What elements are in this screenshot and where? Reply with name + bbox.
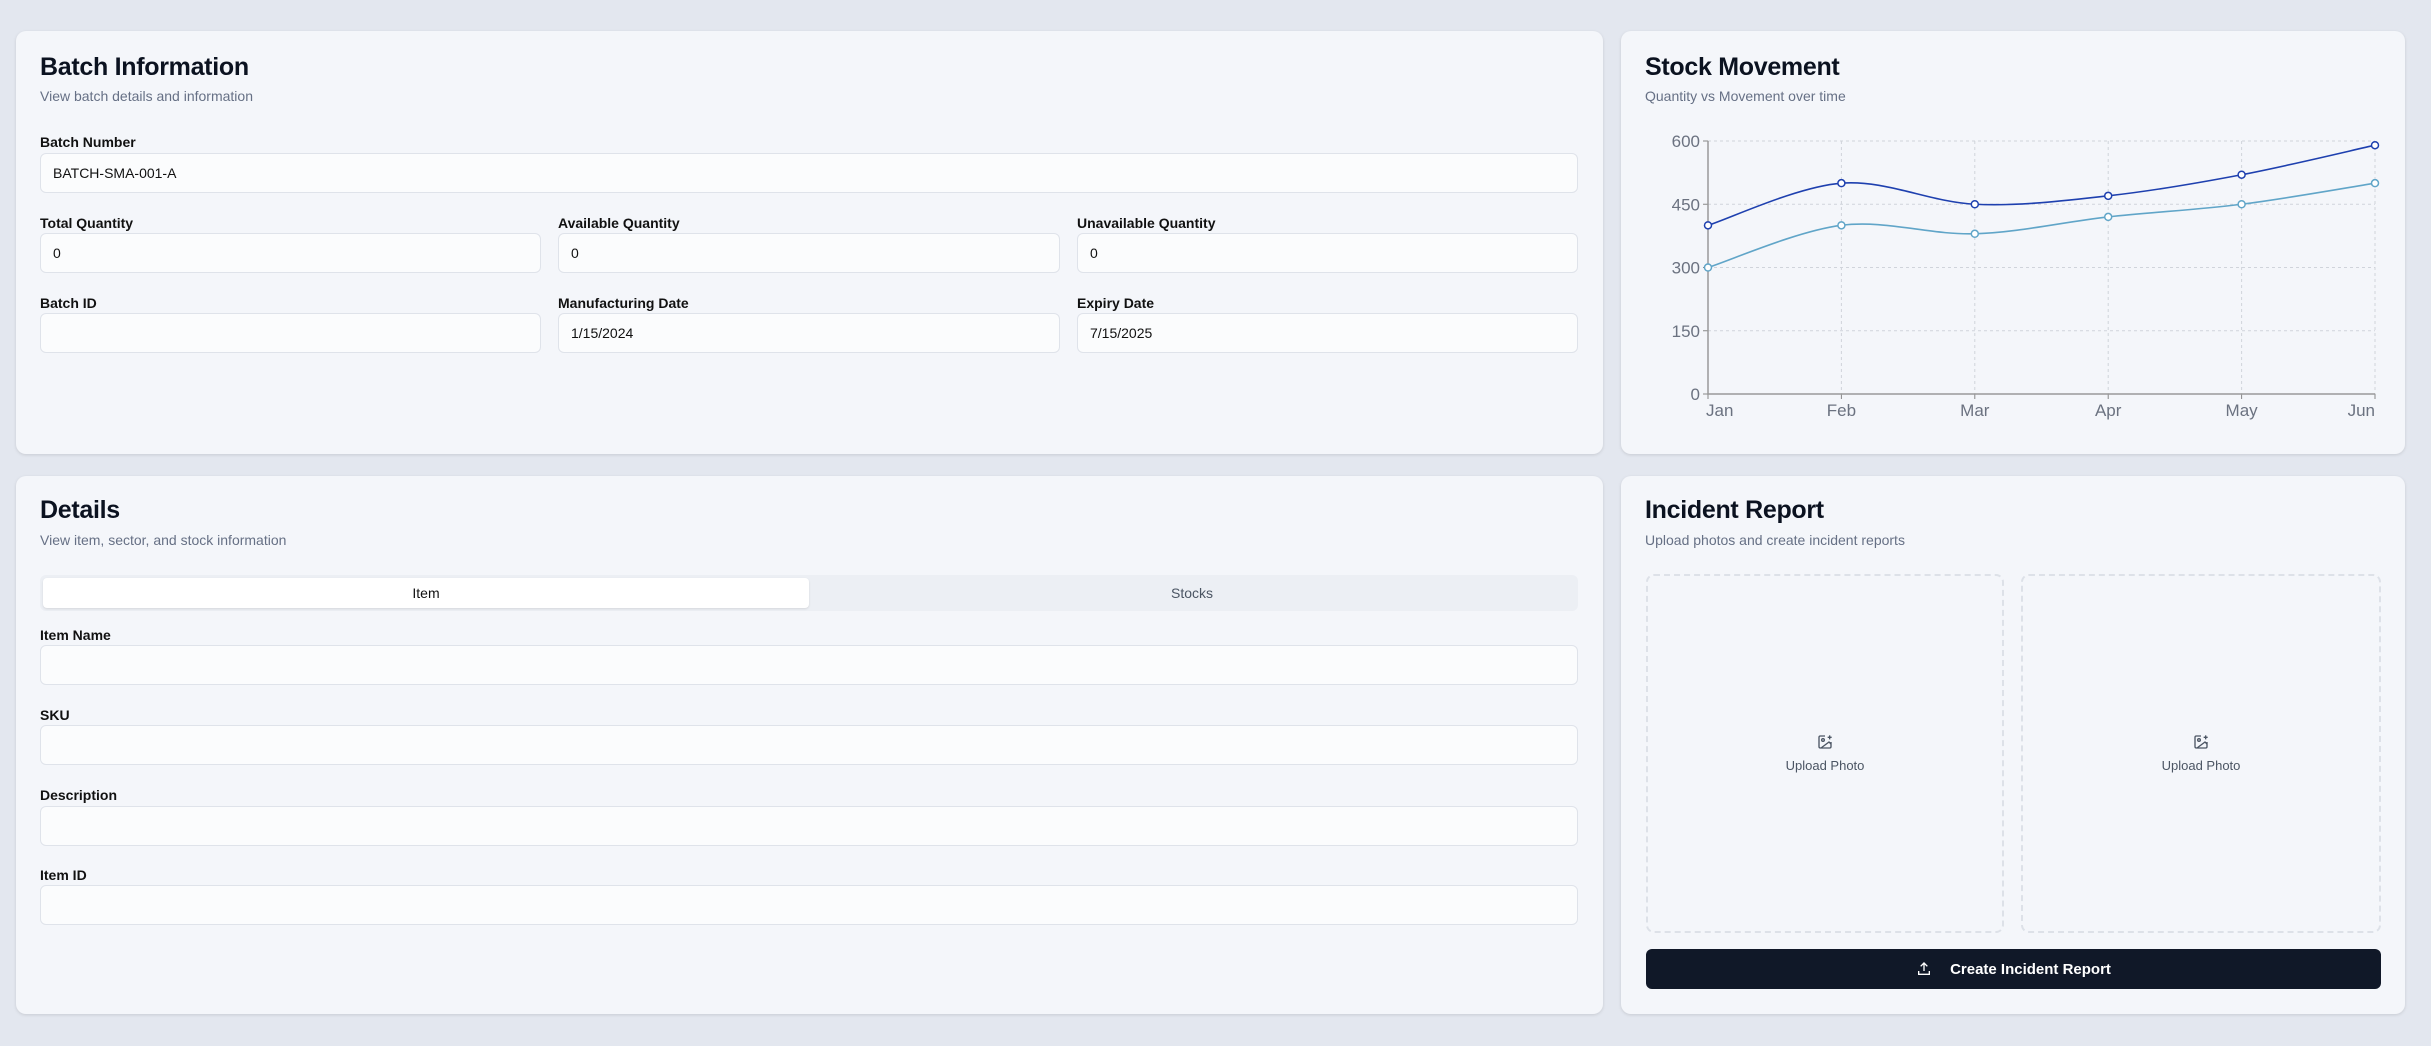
- y-tick-label: 0: [1691, 385, 1700, 404]
- field-label: Description: [40, 787, 118, 803]
- y-tick-label: 450: [1672, 195, 1700, 214]
- data-point: [1837, 178, 1846, 188]
- upload-icon: [1918, 962, 1931, 975]
- card-title: Batch Information: [40, 53, 249, 81]
- card-subtitle: Quantity vs Movement over time: [1645, 88, 1846, 104]
- series-line-0: [1707, 144, 2376, 227]
- image-plus-icon: [1818, 735, 1832, 749]
- available-quantity-input[interactable]: 0: [558, 233, 1060, 273]
- data-point: [1837, 221, 1846, 230]
- field-label: Total Quantity: [40, 215, 134, 231]
- batch-id-input[interactable]: [40, 313, 541, 353]
- card-subtitle: View batch details and information: [40, 88, 253, 104]
- expiry-date-input[interactable]: 7/15/2025: [1077, 313, 1578, 353]
- unavailable-quantity-input[interactable]: 0: [1077, 233, 1578, 273]
- field-label: Unavailable Quantity: [1077, 215, 1216, 231]
- sku-input[interactable]: [40, 725, 1578, 765]
- x-tick-label: Jun: [2348, 401, 2375, 420]
- details-tabs: Item Stocks: [40, 575, 1578, 611]
- field-label: SKU: [40, 707, 70, 723]
- description-input[interactable]: [40, 806, 1578, 846]
- x-tick-label: Feb: [1827, 401, 1856, 420]
- field-label: Available Quantity: [558, 215, 680, 231]
- card-title: Details: [40, 496, 120, 524]
- upload-photo-dropzone[interactable]: Upload Photo: [1646, 574, 2004, 933]
- data-point: [1970, 200, 1980, 209]
- series-line-1: [1707, 182, 2376, 269]
- field-label: Batch ID: [40, 295, 97, 311]
- field-label: Manufacturing Date: [558, 295, 689, 311]
- data-point: [2370, 140, 2380, 150]
- card-subtitle: View item, sector, and stock information: [40, 532, 287, 548]
- y-tick-label: 150: [1672, 322, 1700, 341]
- data-point: [2237, 170, 2246, 179]
- x-tick-label: Apr: [2095, 401, 2122, 420]
- stock-movement-chart: 0 150 300 450 600 Jan Feb Mar Apr May Jun: [1672, 132, 2380, 420]
- data-point: [1703, 221, 1713, 230]
- field-label: Expiry Date: [1077, 295, 1155, 311]
- x-tick-label: Jan: [1706, 401, 1733, 420]
- card-title: Incident Report: [1645, 496, 1824, 524]
- details-card: Details View item, sector, and stock inf…: [16, 476, 1603, 1014]
- card-subtitle: Upload photos and create incident report…: [1645, 532, 1905, 548]
- card-title: Stock Movement: [1645, 53, 1840, 81]
- data-point: [2237, 200, 2246, 209]
- field-label: Batch Number: [40, 134, 136, 150]
- tab-item[interactable]: Item: [43, 578, 809, 608]
- stock-movement-card: Stock Movement Quantity vs Movement over…: [1621, 31, 2405, 454]
- batch-information-card: Batch Information View batch details and…: [16, 31, 1603, 454]
- data-point: [2103, 191, 2113, 201]
- item-id-input[interactable]: [40, 885, 1578, 925]
- upload-photo-label: Upload Photo: [1785, 758, 1865, 773]
- x-tick-label: Mar: [1960, 401, 1990, 420]
- incident-report-card: Incident Report Upload photos and create…: [1621, 476, 2405, 1014]
- tab-stocks[interactable]: Stocks: [1170, 585, 1213, 601]
- x-tick-label: May: [2226, 401, 2259, 420]
- field-label: Item Name: [40, 627, 111, 643]
- field-label: Item ID: [40, 867, 87, 883]
- data-point: [2370, 178, 2380, 188]
- total-quantity-input[interactable]: 0: [40, 233, 541, 273]
- upload-photo-dropzone[interactable]: Upload Photo: [2021, 574, 2381, 933]
- image-plus-icon: [2194, 735, 2208, 749]
- upload-photo-label: Upload Photo: [2161, 758, 2241, 773]
- batch-number-input[interactable]: BATCH-SMA-001-A: [40, 153, 1578, 193]
- manufacturing-date-input[interactable]: 1/15/2024: [558, 313, 1060, 353]
- button-label: Create Incident Report: [1950, 960, 2111, 978]
- data-point: [1970, 229, 1980, 239]
- y-tick-label: 300: [1672, 259, 1700, 278]
- data-point: [1703, 263, 1713, 272]
- data-point: [2103, 212, 2113, 222]
- item-name-input[interactable]: [40, 645, 1578, 685]
- create-incident-report-button[interactable]: Create Incident Report: [1646, 949, 2381, 989]
- y-tick-label: 600: [1672, 132, 1700, 151]
